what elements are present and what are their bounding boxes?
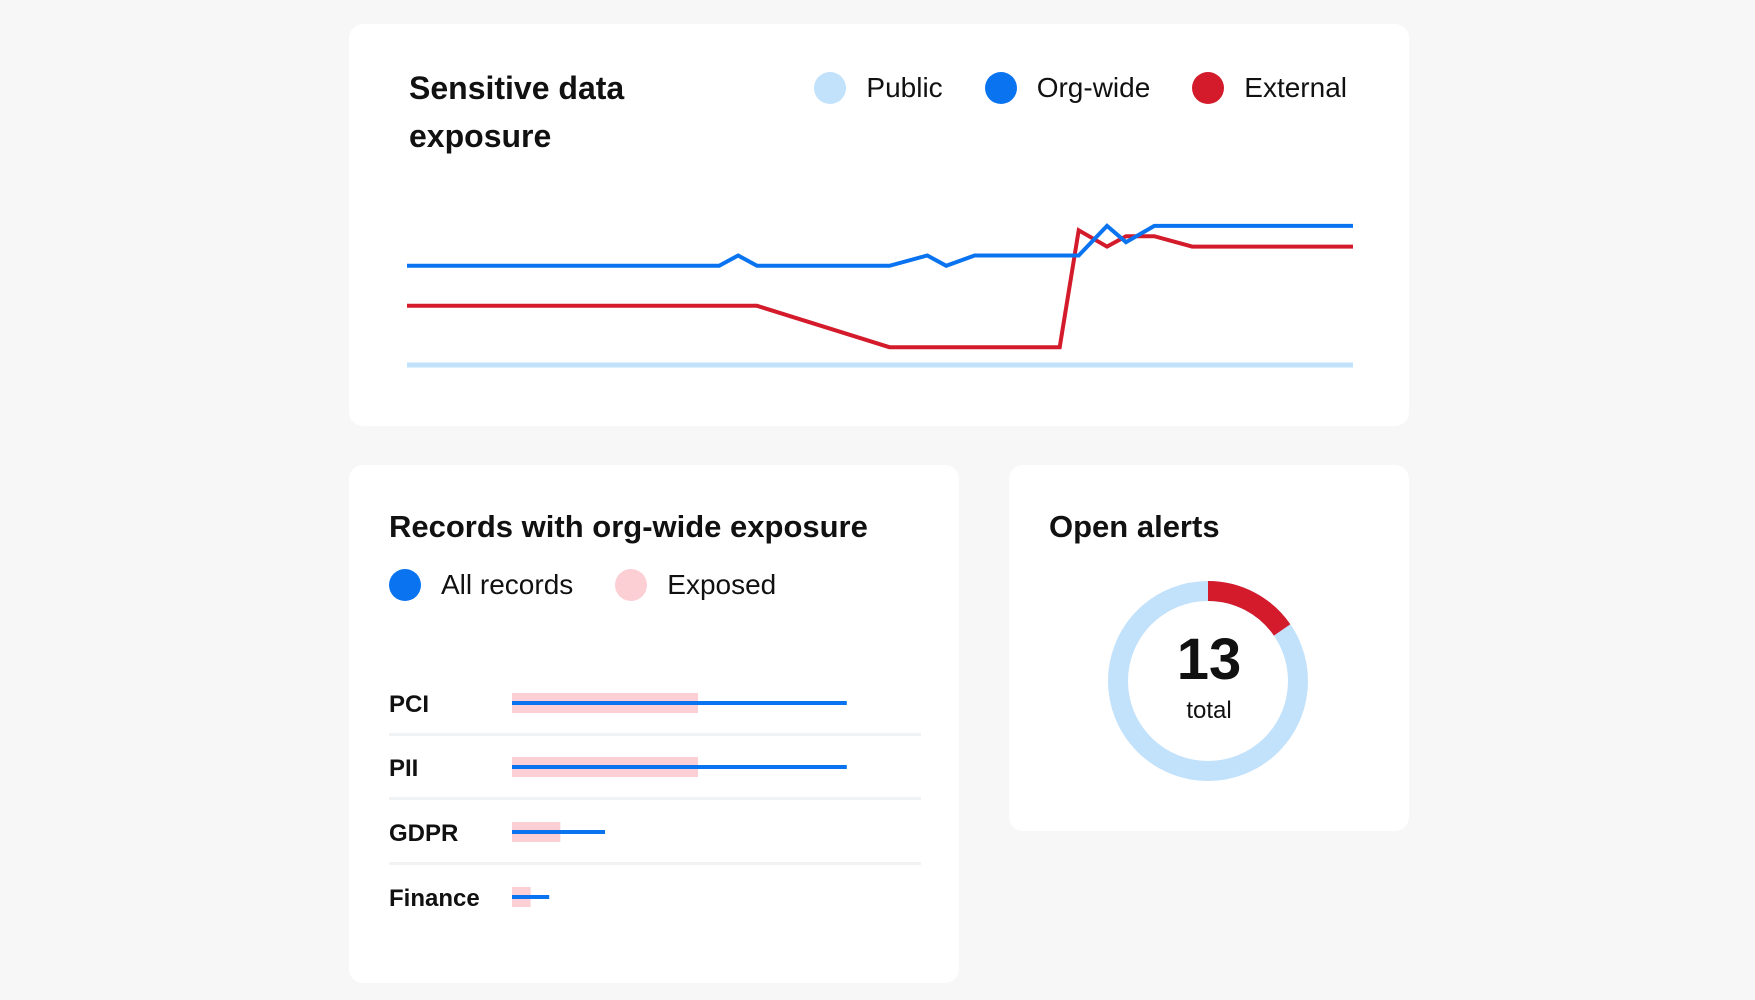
legend-label-org-wide: Org-wide	[1036, 72, 1151, 103]
bar-label-finance: Finance	[389, 885, 480, 912]
row-divider	[389, 862, 921, 865]
legend-item-external[interactable]: External	[1192, 72, 1347, 104]
alerts-card: Open alerts 13 total	[1009, 465, 1409, 831]
donut-slice-highlight	[1108, 581, 1308, 781]
bar-all-records-gdpr	[512, 830, 605, 834]
exposure-card: Sensitive data exposure Public Org-wide …	[349, 24, 1409, 426]
alerts-total-value: 13	[1176, 627, 1242, 692]
legend-dot-org-wide	[984, 72, 1017, 104]
exposure-chart-title: Sensitive data exposure	[409, 70, 625, 154]
exposure-line-chart	[407, 223, 1353, 368]
series-line-org-wide	[407, 223, 1353, 268]
legend-item-exposed[interactable]: Exposed	[615, 569, 776, 601]
row-divider	[389, 733, 921, 736]
legend-label-public: Public	[866, 72, 943, 103]
alerts-title: Open alerts	[1049, 509, 1220, 544]
legend-item-org-wide[interactable]: Org-wide	[984, 72, 1151, 104]
legend-dot-all-records	[389, 569, 421, 601]
bar-all-records-pci	[512, 701, 847, 705]
bar-all-records-pii	[512, 765, 847, 769]
records-bar-chart: PCI PII GDPR Finance	[389, 691, 921, 912]
legend-label-all-records: All records	[441, 569, 574, 600]
bar-label-gdpr: GDPR	[389, 820, 458, 847]
legend-item-all-records[interactable]: All records	[389, 569, 573, 601]
records-legend: All records Exposed	[389, 569, 776, 601]
row-divider	[389, 797, 921, 800]
alerts-donut-chart	[1108, 581, 1308, 781]
bar-label-pci: PCI	[389, 691, 429, 718]
bar-label-pii: PII	[389, 755, 418, 782]
records-card: Records with org-wide exposure All recor…	[349, 465, 959, 983]
bar-all-records-finance	[512, 895, 550, 899]
legend-label-exposed: Exposed	[667, 569, 777, 600]
records-chart-title: Records with org-wide exposure	[389, 509, 868, 544]
alerts-total-label: total	[1186, 697, 1232, 724]
legend-dot-external	[1192, 72, 1225, 104]
legend-dot-exposed	[615, 569, 648, 601]
exposure-legend: Public Org-wide External	[814, 72, 1347, 104]
series-line-external	[407, 227, 1353, 350]
legend-item-public[interactable]: Public	[814, 72, 943, 104]
legend-label-external: External	[1244, 72, 1347, 103]
legend-dot-public	[814, 72, 847, 104]
